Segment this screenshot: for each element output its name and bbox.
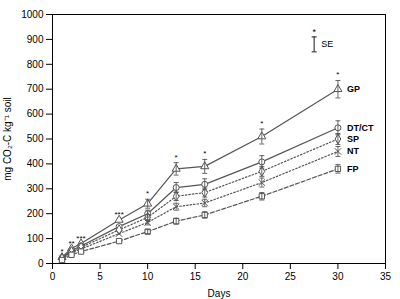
svg-text:15: 15 — [190, 271, 202, 282]
svg-text:Days: Days — [208, 288, 231, 299]
svg-text:200: 200 — [27, 208, 44, 219]
svg-text:10: 10 — [142, 271, 154, 282]
svg-text:*: * — [146, 189, 149, 198]
svg-text:600: 600 — [27, 108, 44, 119]
svg-text:30: 30 — [332, 271, 344, 282]
svg-text:*: * — [336, 70, 339, 79]
svg-text:*: * — [175, 153, 178, 162]
svg-text:**: ** — [68, 239, 74, 248]
svg-text:NT: NT — [347, 146, 359, 156]
svg-text:***: *** — [76, 234, 85, 243]
svg-text:35: 35 — [380, 271, 392, 282]
svg-text:25: 25 — [285, 271, 297, 282]
svg-text:FP: FP — [347, 164, 359, 174]
svg-text:20: 20 — [237, 271, 249, 282]
svg-text:*: * — [260, 119, 263, 128]
svg-text:400: 400 — [27, 158, 44, 169]
svg-text:*: * — [60, 247, 63, 256]
svg-text:GP: GP — [347, 84, 360, 94]
svg-text:1000: 1000 — [21, 9, 44, 20]
svg-text:700: 700 — [27, 83, 44, 94]
svg-text:mg CO₂-C kg⁻¹ soil: mg CO₂-C kg⁻¹ soil — [2, 97, 13, 181]
svg-text:300: 300 — [27, 183, 44, 194]
svg-text:100: 100 — [27, 233, 44, 244]
svg-text:800: 800 — [27, 59, 44, 70]
svg-text:*: * — [312, 27, 316, 37]
svg-text:0: 0 — [50, 271, 56, 282]
svg-text:*: * — [203, 149, 206, 158]
svg-text:5: 5 — [97, 271, 103, 282]
svg-text:0: 0 — [38, 258, 44, 269]
svg-text:***: *** — [114, 210, 123, 219]
svg-text:500: 500 — [27, 133, 44, 144]
svg-text:900: 900 — [27, 34, 44, 45]
svg-text:SP: SP — [347, 134, 359, 144]
svg-text:DT/CT: DT/CT — [347, 123, 374, 133]
svg-text:SE: SE — [321, 39, 333, 49]
